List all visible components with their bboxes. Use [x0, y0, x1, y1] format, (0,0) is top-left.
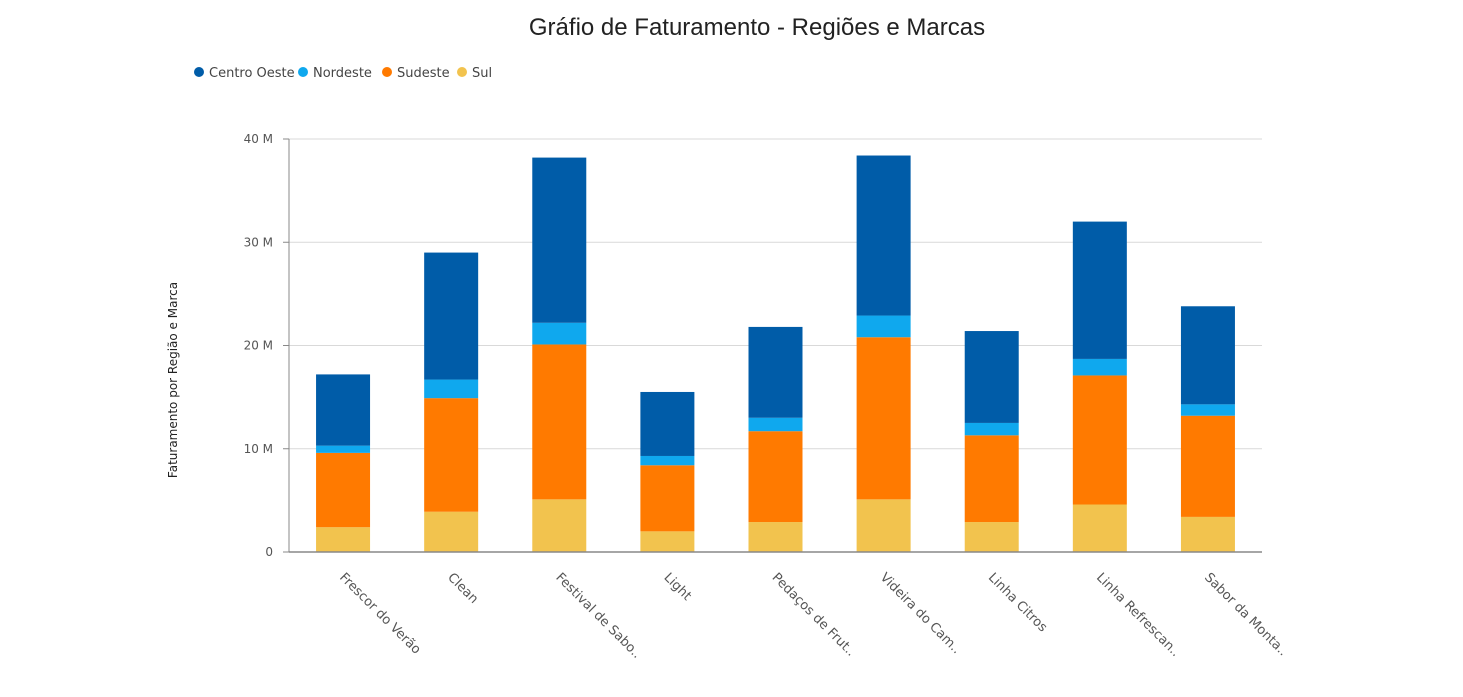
bar-centro-oeste[interactable] — [316, 374, 371, 446]
y-axis-label: Faturamento por Região e Marca — [166, 282, 180, 478]
bar-sul[interactable] — [532, 499, 587, 552]
bar-centro-oeste[interactable] — [424, 252, 479, 380]
x-tick-labels: Frescor do Verão Clean Festival de Sabo.. L… — [336, 570, 1290, 662]
legend-label: Nordeste — [313, 66, 372, 81]
y-tick-label: 30 M — [244, 235, 273, 249]
legend-item-sudeste[interactable]: Sudeste — [382, 66, 450, 81]
legend-item-nordeste[interactable]: Nordeste — [298, 66, 372, 81]
bar-nordeste[interactable] — [748, 417, 803, 432]
bar-nordeste[interactable] — [1072, 358, 1127, 376]
bar-sudeste[interactable] — [1072, 375, 1127, 505]
bar-stack-festival-de-sabo — [532, 157, 587, 552]
bar-stack-frescor-do-verao — [316, 374, 371, 552]
x-tick-label: Light — [661, 570, 695, 604]
bar-sudeste[interactable] — [532, 344, 587, 500]
bar-centro-oeste[interactable] — [964, 331, 1019, 423]
x-tick-label: Pedaços de Frut.. — [769, 570, 858, 659]
bar-stack-videira-do-cam — [856, 155, 911, 552]
legend-swatch — [194, 67, 204, 77]
bar-sul[interactable] — [640, 531, 695, 552]
bar-nordeste[interactable] — [424, 379, 479, 399]
legend-item-centro-oeste[interactable]: Centro Oeste — [194, 66, 295, 81]
y-tick-label: 10 M — [244, 442, 273, 456]
x-tick-label: Clean — [444, 570, 481, 607]
bar-nordeste[interactable] — [532, 322, 587, 345]
y-tick-label: 20 M — [244, 339, 273, 353]
bar-centro-oeste[interactable] — [532, 157, 587, 323]
bar-centro-oeste[interactable] — [856, 155, 911, 316]
bar-nordeste[interactable] — [316, 445, 371, 453]
x-tick-label: Festival de Sabo.. — [552, 570, 644, 662]
bar-stack-light — [640, 391, 695, 552]
bar-sul[interactable] — [856, 499, 911, 552]
bar-stack-clean — [424, 252, 479, 552]
legend-swatch — [457, 67, 467, 77]
bar-stack-linha-citros — [964, 331, 1019, 552]
bar-sul[interactable] — [424, 511, 479, 552]
axes — [288, 139, 1262, 553]
chart-title: Gráfio de Faturamento - Regiões e Marcas — [529, 14, 985, 41]
bar-nordeste[interactable] — [856, 315, 911, 338]
legend-label: Centro Oeste — [209, 66, 295, 81]
bar-sudeste[interactable] — [1180, 415, 1235, 517]
legend-swatch — [298, 67, 308, 77]
bar-nordeste[interactable] — [964, 422, 1019, 436]
y-tick-label: 40 M — [244, 132, 273, 146]
x-tick-label: Sabor da Monta.. — [1201, 570, 1290, 659]
bar-stack-sabor-da-monta — [1180, 306, 1235, 552]
bar-sudeste[interactable] — [964, 435, 1019, 523]
bars — [316, 155, 1235, 552]
bar-stack-linha-refrescan — [1072, 221, 1127, 552]
bar-sudeste[interactable] — [640, 465, 695, 532]
bar-stack-pedacos-de-frut — [748, 326, 803, 552]
x-tick-label: Videira do Cam.. — [877, 570, 964, 657]
y-tick-label: 0 — [265, 545, 273, 559]
bar-sul[interactable] — [1072, 504, 1127, 552]
bar-sul[interactable] — [748, 522, 803, 552]
y-tick-labels: 0 10 M 20 M 30 M 40 M — [244, 132, 273, 559]
legend-label: Sul — [472, 66, 492, 81]
bar-sudeste[interactable] — [316, 452, 371, 528]
bar-sudeste[interactable] — [748, 431, 803, 523]
bar-sudeste[interactable] — [856, 337, 911, 500]
legend-label: Sudeste — [397, 66, 450, 81]
bar-sudeste[interactable] — [424, 398, 479, 512]
bar-sul[interactable] — [964, 522, 1019, 552]
bar-centro-oeste[interactable] — [748, 326, 803, 418]
bar-nordeste[interactable] — [640, 455, 695, 466]
bar-centro-oeste[interactable] — [1072, 221, 1127, 359]
x-tick-label: Linha Citros — [985, 570, 1050, 635]
legend-item-sul[interactable]: Sul — [457, 66, 492, 81]
legend: Centro Oeste Nordeste Sudeste Sul — [194, 66, 492, 81]
x-tick-label: Linha Refrescan.. — [1093, 570, 1183, 660]
bar-nordeste[interactable] — [1180, 404, 1235, 416]
bar-sul[interactable] — [1180, 516, 1235, 552]
x-tick-label: Frescor do Verão — [336, 570, 423, 657]
bar-centro-oeste[interactable] — [1180, 306, 1235, 405]
bar-sul[interactable] — [316, 527, 371, 552]
bar-centro-oeste[interactable] — [640, 391, 695, 456]
legend-swatch — [382, 67, 392, 77]
